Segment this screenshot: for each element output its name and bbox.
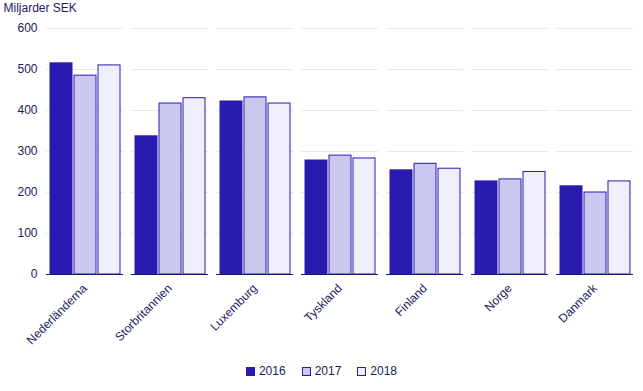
- svg-text:Luxemburg: Luxemburg: [207, 281, 259, 333]
- svg-text:400: 400: [17, 103, 37, 117]
- svg-text:100: 100: [17, 226, 37, 240]
- svg-text:Norge: Norge: [482, 281, 515, 314]
- svg-text:Finland: Finland: [392, 281, 430, 319]
- svg-text:Tyskland: Tyskland: [301, 281, 344, 324]
- html-text:2017: 2017: [314, 364, 342, 378]
- svg-text:0: 0: [31, 267, 38, 281]
- svg-text:Nederländerna: Nederländerna: [24, 281, 90, 347]
- svg-text:600: 600: [17, 21, 37, 35]
- html-text:2016: 2016: [258, 364, 286, 378]
- svg-text:300: 300: [17, 144, 37, 158]
- svg-text:500: 500: [17, 62, 37, 76]
- html-text:2018: 2018: [370, 364, 397, 378]
- svg-text:Miljarder SEK: Miljarder SEK: [4, 1, 77, 15]
- svg-text:Danmark: Danmark: [556, 281, 601, 326]
- svg-text:200: 200: [17, 185, 37, 199]
- svg-text:Storbritannien: Storbritannien: [112, 281, 175, 344]
